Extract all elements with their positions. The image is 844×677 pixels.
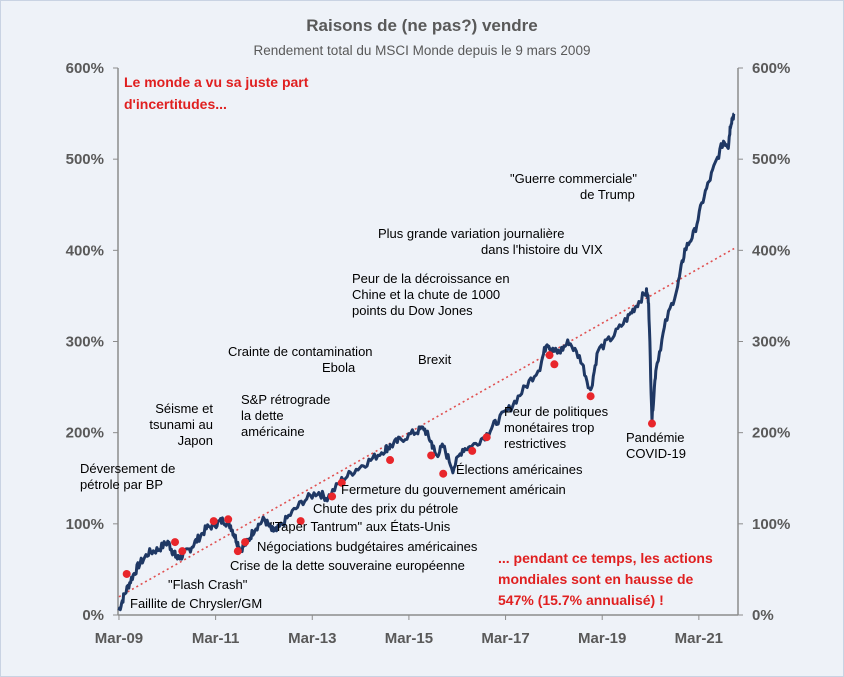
event-label: S&P rétrograde la dette américaine (241, 392, 330, 439)
chart-title: Raisons de (ne pas?) vendre (306, 16, 538, 35)
y-tick-label-left: 100% (66, 516, 104, 533)
y-tick-label-left: 0% (82, 607, 104, 624)
x-tick-label: Mar-21 (675, 630, 723, 647)
event-label: Peur de politiques monétaires trop restric… (504, 404, 609, 451)
y-tick-label-left: 200% (66, 425, 104, 442)
y-tick-label-right: 500% (752, 151, 790, 168)
y-tick-label-left: 300% (66, 334, 104, 351)
y-tick-label-right: 600% (752, 60, 790, 77)
event-label: Pandémie COVID-19 (626, 430, 686, 461)
red-note-bottom: ... pendant ce temps, les actions mondial… (498, 550, 713, 608)
event-marker (439, 469, 448, 478)
event-marker (233, 547, 242, 556)
event-label: Séisme et tsunami au Japon (149, 401, 213, 448)
msci-world-line (117, 112, 736, 612)
event-label: Déversement de pétrole par BP (80, 461, 175, 492)
event-marker (427, 451, 436, 460)
event-label: Brexit (418, 352, 452, 367)
event-label: Faillite de Chrysler/GM (130, 596, 262, 611)
event-marker (171, 538, 180, 547)
y-tick-label-left: 400% (66, 242, 104, 259)
event-label: Plus grande variation journalière dans l'… (378, 226, 603, 257)
x-tick-label: Mar-09 (95, 630, 143, 647)
x-tick-label: Mar-19 (578, 630, 626, 647)
event-marker (647, 419, 656, 428)
y-tick-label-right: 400% (752, 242, 790, 259)
chart-subtitle: Rendement total du MSCI Monde depuis le … (253, 43, 591, 58)
event-marker (241, 538, 250, 547)
event-marker (386, 456, 395, 465)
event-label: "Flash Crash" (168, 577, 248, 592)
event-label: Négociations budgétaires américaines (257, 539, 478, 554)
y-tick-label-right: 100% (752, 516, 790, 533)
event-label: Crainte de contamination Ebola (228, 344, 373, 375)
event-label: Peur de la décroissance en Chine et la ch… (352, 271, 510, 318)
event-label: Crise de la dette souveraine européenne (230, 558, 465, 573)
y-tick-label-right: 200% (752, 425, 790, 442)
y-tick-label-left: 500% (66, 151, 104, 168)
event-marker (550, 360, 559, 369)
y-tick-label-right: 0% (752, 607, 774, 624)
event-marker (586, 392, 595, 401)
x-tick-label: Mar-15 (385, 630, 433, 647)
event-label: "Guerre commerciale" de Trump (510, 171, 637, 202)
event-marker (224, 515, 233, 524)
event-label: Fermeture du gouvernement américain (341, 482, 566, 497)
y-tick-label-right: 300% (752, 334, 790, 351)
event-marker (468, 446, 477, 455)
event-marker (178, 547, 187, 556)
y-tick-label-left: 600% (66, 60, 104, 77)
event-marker (122, 569, 131, 578)
event-label: Chute des prix du pétrole (313, 501, 458, 516)
event-marker (296, 517, 305, 526)
event-label: "Taper Tantrum" aux États-Unis (270, 519, 451, 534)
event-marker (209, 517, 218, 526)
event-marker (482, 433, 491, 442)
red-note-top: Le monde a vu sa juste part d'incertitude… (124, 74, 309, 112)
event-marker (337, 478, 346, 487)
event-marker (545, 351, 554, 360)
x-tick-label: Mar-13 (288, 630, 336, 647)
x-tick-label: Mar-17 (481, 630, 529, 647)
x-tick-label: Mar-11 (192, 630, 240, 647)
event-label: Élections américaines (456, 462, 583, 477)
event-marker (328, 492, 337, 501)
